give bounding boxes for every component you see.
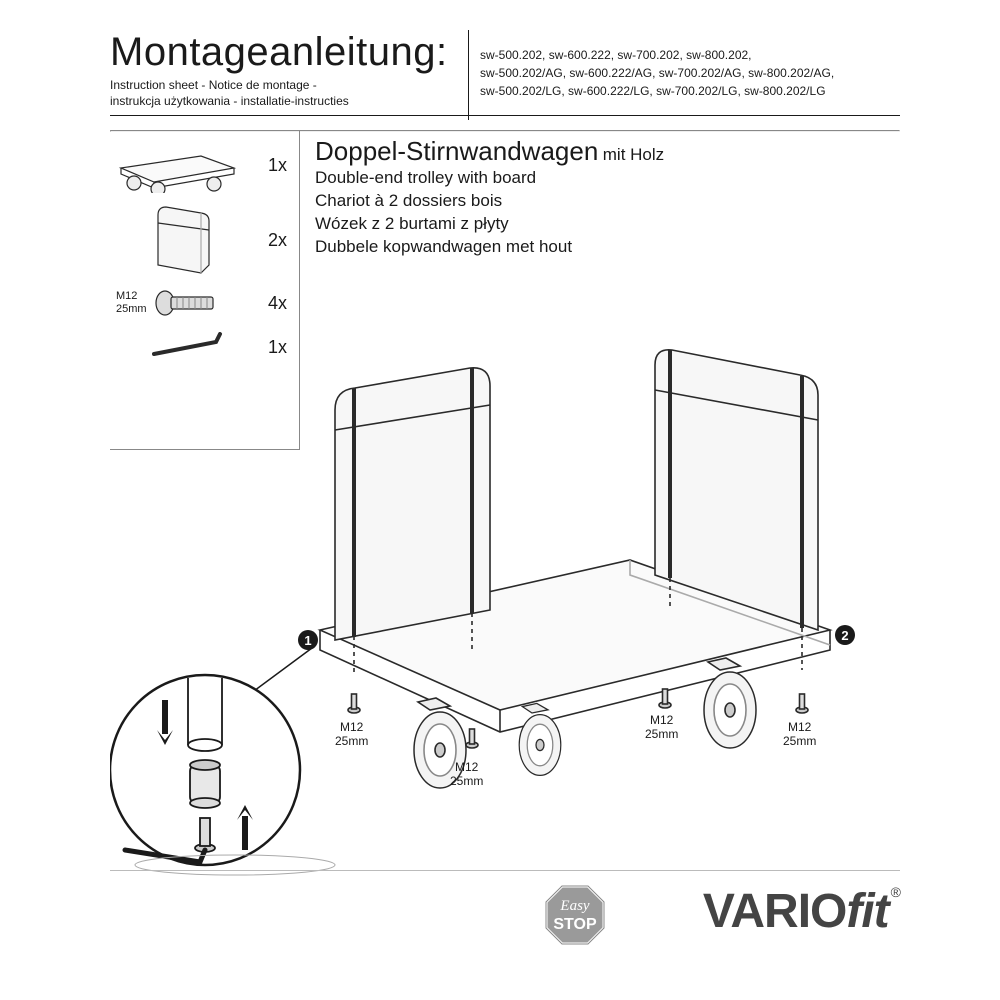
- svg-text:2: 2: [841, 628, 848, 643]
- footer-rule: [110, 870, 900, 871]
- svg-text:®: ®: [600, 890, 606, 898]
- model-numbers: sw-500.202, sw-600.222, sw-700.202, sw-8…: [480, 46, 834, 100]
- diagram-region: 1x 2x M12 25mm: [110, 130, 900, 890]
- svg-text:STOP: STOP: [553, 916, 597, 933]
- bolt-label-3: M1225mm: [645, 713, 678, 742]
- callout-1: 1: [298, 630, 318, 650]
- callout-2: 2: [835, 625, 855, 645]
- footer: VARIOfit® Easy STOP ®: [110, 870, 900, 950]
- header-vertical-divider: [468, 30, 469, 120]
- assembly-diagram: 1 2: [110, 130, 900, 890]
- bolt-label-1: M1225mm: [335, 720, 368, 749]
- bolt-label-2: M1225mm: [450, 760, 483, 789]
- svg-text:Easy: Easy: [559, 898, 590, 914]
- svg-text:1: 1: [304, 633, 311, 648]
- logo-variofit: VARIOfit®: [703, 884, 900, 939]
- detail-inset: [110, 648, 335, 875]
- logo-easystop: Easy STOP ®: [540, 880, 610, 950]
- bolt-label-4: M1225mm: [783, 720, 816, 749]
- header-rule: [110, 115, 900, 116]
